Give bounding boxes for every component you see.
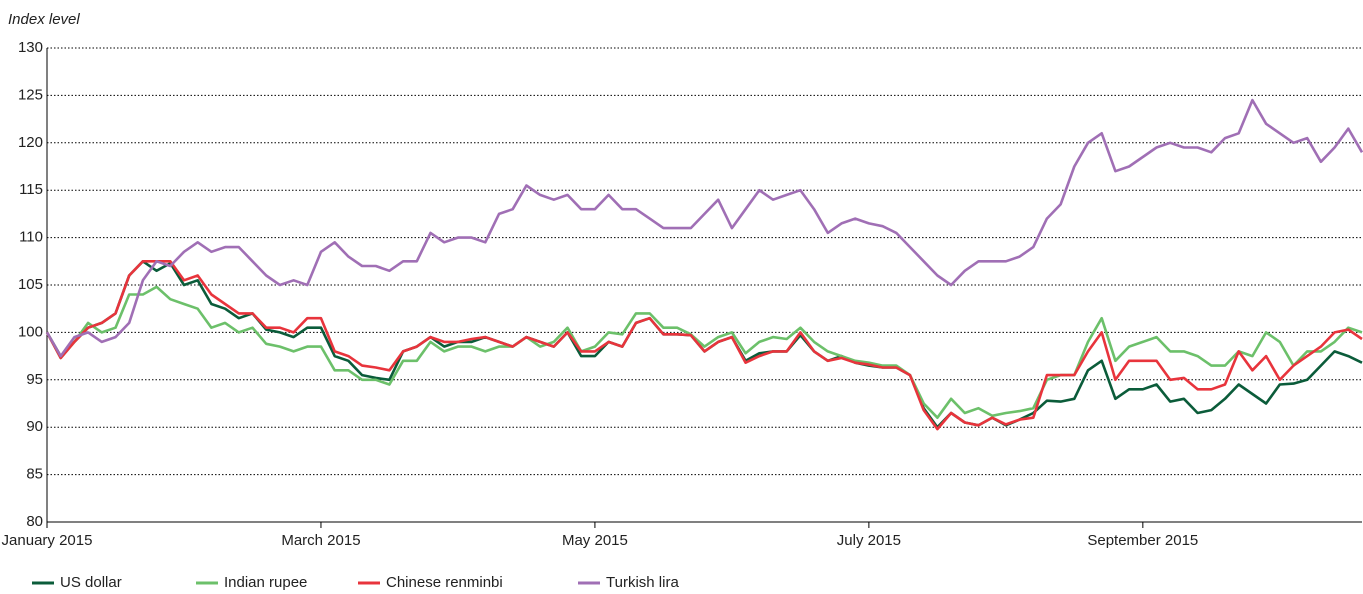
legend-label: Indian rupee — [224, 574, 307, 591]
y-tick-label: 80 — [26, 513, 43, 530]
x-tick-label: September 2015 — [1087, 532, 1198, 549]
y-tick-label: 130 — [18, 39, 43, 56]
y-tick-label: 100 — [18, 323, 43, 340]
y-axis-label: Index level — [8, 11, 80, 28]
y-tick-label: 120 — [18, 134, 43, 151]
series-line — [45, 260, 1363, 431]
series-line — [45, 98, 1363, 358]
x-tick-label: March 2015 — [281, 532, 360, 549]
legend-label: Turkish lira — [606, 574, 679, 591]
y-tick-label: 125 — [18, 86, 43, 103]
y-tick-label: 95 — [26, 371, 43, 388]
y-tick-label: 90 — [26, 418, 43, 435]
x-tick-label: January 2015 — [2, 532, 93, 549]
x-tick-label: May 2015 — [562, 532, 628, 549]
y-tick-label: 85 — [26, 466, 43, 483]
y-tick-label: 105 — [18, 276, 43, 293]
series-line — [45, 285, 1363, 419]
legend-label: Chinese renminbi — [386, 574, 503, 591]
y-tick-label: 115 — [19, 181, 43, 198]
legend-label: US dollar — [60, 574, 122, 591]
x-tick-label: July 2015 — [837, 532, 901, 549]
y-tick-label: 110 — [19, 229, 43, 246]
